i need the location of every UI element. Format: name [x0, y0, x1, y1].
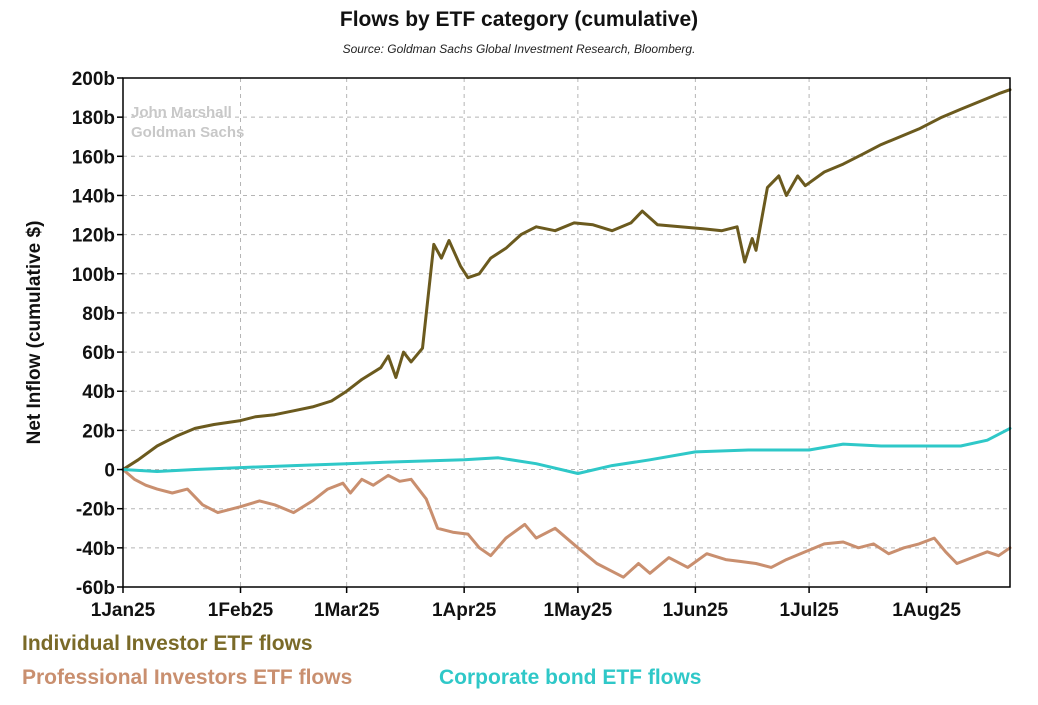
- y-tick-label: -20b: [76, 500, 115, 521]
- y-tick-label: 60b: [82, 343, 115, 364]
- x-tick-label: 1Aug25: [892, 600, 961, 621]
- y-tick-label: 120b: [72, 226, 115, 247]
- y-axis-label: Net Inflow (cumulative $): [24, 221, 45, 445]
- professional-investors-series: [121, 468, 1012, 579]
- y-tick-label: 20b: [82, 421, 115, 442]
- y-axis-ticks: 200b 180b 160b 140b 120b 100b 80b 60b 40b 20b 0 -20…: [72, 69, 123, 599]
- y-tick-label: 40b: [82, 382, 115, 403]
- x-tick-label: 1Feb25: [208, 600, 274, 621]
- legend-corporate-bond: Corporate bond ETF flows: [439, 666, 702, 689]
- corporate-bond-series: [121, 426, 1012, 475]
- x-tick-label: 1May25: [544, 600, 613, 621]
- legend-professional-investors: Professional Investors ETF flows: [22, 666, 353, 689]
- x-tick-label: 1Apr25: [432, 600, 497, 621]
- y-tick-label: 140b: [72, 186, 115, 207]
- watermark-line-2: Goldman Sachs: [131, 124, 244, 141]
- y-tick-label: 100b: [72, 265, 115, 286]
- legend-individual-investor: Individual Investor ETF flows: [22, 632, 313, 655]
- watermark-line-1: John Marshall: [131, 104, 232, 121]
- x-tick-label: 1Jun25: [663, 600, 729, 621]
- x-tick-label: 1Jul25: [780, 600, 840, 621]
- x-axis-ticks: 1Jan25 1Feb25 1Mar25 1Apr25 1May25 1Jun25 1Jul…: [91, 587, 961, 621]
- y-tick-label: 180b: [72, 108, 115, 129]
- series-lines: [121, 88, 1012, 579]
- chart-title: Flows by ETF category (cumulative): [339, 8, 699, 31]
- plot-frame: [122, 77, 1011, 588]
- y-tick-label: -40b: [76, 539, 115, 560]
- y-tick-label: -60b: [76, 578, 115, 599]
- y-tick-label: 0: [104, 461, 115, 482]
- individual-investor-series: [121, 88, 1012, 471]
- x-tick-label: 1Mar25: [314, 600, 380, 621]
- chart-subtitle: Source: Goldman Sachs Global Investment …: [342, 42, 696, 56]
- grid-lines: [123, 78, 1010, 587]
- y-tick-label: 80b: [82, 304, 115, 325]
- y-tick-label: 160b: [72, 147, 115, 168]
- x-tick-label: 1Jan25: [91, 600, 156, 621]
- y-tick-label: 200b: [72, 69, 115, 90]
